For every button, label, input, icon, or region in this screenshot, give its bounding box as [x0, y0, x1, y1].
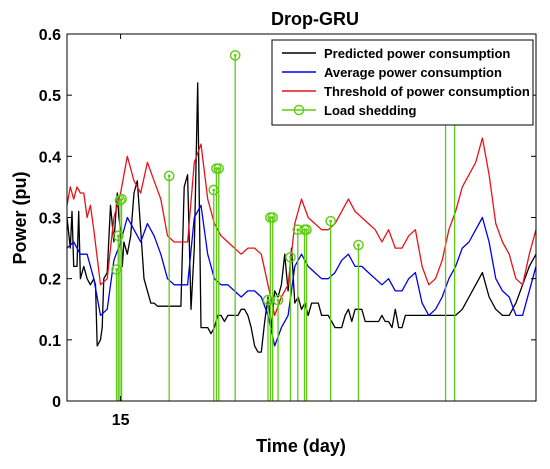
load-shedding-marker: [114, 195, 126, 206]
y-tick-label: 0.2: [39, 272, 61, 289]
y-tick-label: 0.4: [39, 149, 61, 166]
legend-label: Threshold of power consumption: [324, 84, 530, 99]
load-shedding-marker-dot: [115, 268, 118, 271]
legend-box: [271, 39, 534, 126]
load-shedding-marker: [213, 163, 225, 174]
y-tick-label: 0: [52, 394, 61, 411]
series-line-1: [67, 82, 536, 353]
y-tick-label: 0.1: [39, 333, 61, 350]
y-axis-label: Power (pu): [10, 171, 30, 264]
legend-label: Load shedding: [324, 103, 417, 118]
load-shedding-marker-dot: [329, 219, 333, 223]
legend-label: Average power consumption: [324, 65, 502, 80]
load-shedding-marker-dot: [305, 228, 308, 232]
y-tick-label: 0.6: [39, 27, 61, 44]
legend-marker: [293, 104, 305, 116]
load-shedding-marker: [163, 170, 175, 182]
load-shedding-marker-dot: [276, 298, 280, 302]
series-line-3: [67, 137, 536, 317]
load-shedding-marker-dot: [271, 216, 275, 219]
load-shedding-marker-dot: [289, 255, 292, 259]
load-shedding-marker-dot: [167, 174, 171, 178]
x-axis-label: Time (day): [256, 436, 346, 456]
load-shedding-marker: [272, 294, 284, 306]
load-shedding-marker: [267, 212, 278, 223]
load-shedding-marker-dot: [212, 188, 216, 192]
load-shedding-marker-dot: [217, 167, 221, 170]
chart-title: Drop-GRU: [271, 9, 359, 29]
load-shedding-marker-dot: [296, 228, 300, 232]
load-shedding-marker-dot: [303, 228, 306, 232]
load-shedding-marker: [353, 239, 364, 251]
legend-label: Predicted power consumption: [324, 46, 510, 61]
load-shedding-marker: [285, 251, 296, 263]
x-tick-label: 15: [112, 412, 130, 429]
load-shedding-marker: [301, 224, 312, 236]
y-tick-label: 0.5: [39, 88, 61, 105]
y-tick-label: 0.3: [39, 211, 61, 228]
load-shedding-marker: [229, 50, 241, 61]
legend: Predicted power consumption Average power…: [271, 39, 534, 126]
series-line-2: [67, 204, 536, 347]
load-shedding-marker-dot: [266, 298, 270, 302]
load-shedding-marker: [325, 215, 336, 227]
load-shedding-marker-dot: [268, 216, 272, 219]
load-shedding-marker: [116, 193, 127, 205]
load-shedding-marker-dot: [357, 243, 360, 247]
load-shedding-marker-dot: [215, 167, 218, 170]
load-shedding-marker-dot: [116, 234, 120, 238]
plot-area: [67, 50, 536, 401]
series-group: [67, 50, 536, 401]
load-shedding-marker: [112, 230, 124, 242]
axes: 0 0.1 0.2 0.3 0.4 0.5 0.6 15: [39, 27, 537, 429]
load-shedding-marker-dot: [233, 54, 237, 57]
load-shedding-marker-dot: [120, 197, 124, 201]
